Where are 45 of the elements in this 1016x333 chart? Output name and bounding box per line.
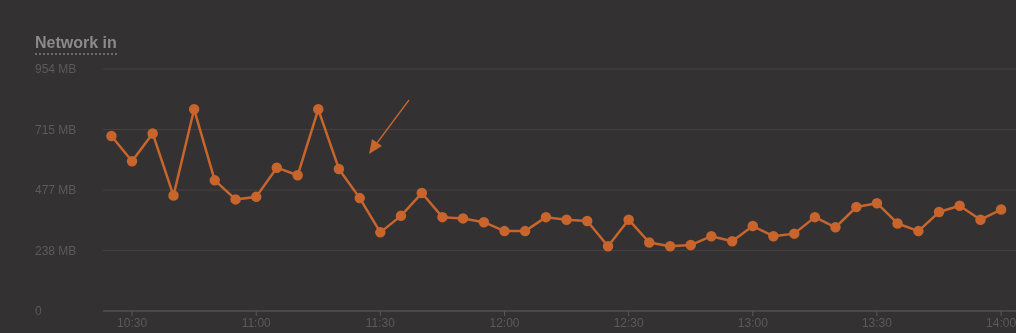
point bbox=[726, 235, 738, 247]
point bbox=[230, 194, 241, 205]
point bbox=[830, 222, 841, 233]
point bbox=[188, 104, 200, 115]
point bbox=[457, 213, 469, 224]
point bbox=[313, 104, 324, 115]
point bbox=[437, 211, 448, 223]
point bbox=[975, 214, 986, 225]
point bbox=[209, 175, 220, 186]
point bbox=[561, 214, 572, 225]
point bbox=[871, 197, 883, 209]
point bbox=[747, 220, 759, 232]
point bbox=[416, 187, 428, 199]
point bbox=[789, 228, 800, 239]
point bbox=[602, 241, 614, 252]
point bbox=[292, 170, 303, 181]
point bbox=[395, 210, 407, 222]
point bbox=[478, 216, 490, 228]
point bbox=[892, 218, 903, 229]
point bbox=[664, 241, 676, 252]
point bbox=[995, 204, 1007, 215]
point bbox=[706, 230, 717, 242]
point bbox=[126, 156, 138, 167]
point bbox=[168, 190, 179, 201]
point bbox=[147, 128, 158, 139]
point bbox=[685, 239, 696, 251]
chart-title: Network in bbox=[35, 33, 117, 55]
point bbox=[581, 215, 593, 227]
point bbox=[499, 225, 510, 237]
point bbox=[851, 201, 862, 213]
point bbox=[954, 200, 965, 211]
point bbox=[540, 211, 552, 223]
point bbox=[333, 163, 345, 175]
point bbox=[375, 227, 386, 238]
point bbox=[519, 225, 531, 237]
point bbox=[250, 191, 262, 203]
point bbox=[271, 162, 283, 173]
point bbox=[933, 206, 945, 218]
point bbox=[644, 237, 655, 248]
point bbox=[913, 225, 924, 237]
point bbox=[809, 211, 821, 223]
point bbox=[106, 130, 117, 142]
point bbox=[354, 192, 365, 204]
point bbox=[623, 214, 634, 225]
point bbox=[768, 230, 779, 242]
